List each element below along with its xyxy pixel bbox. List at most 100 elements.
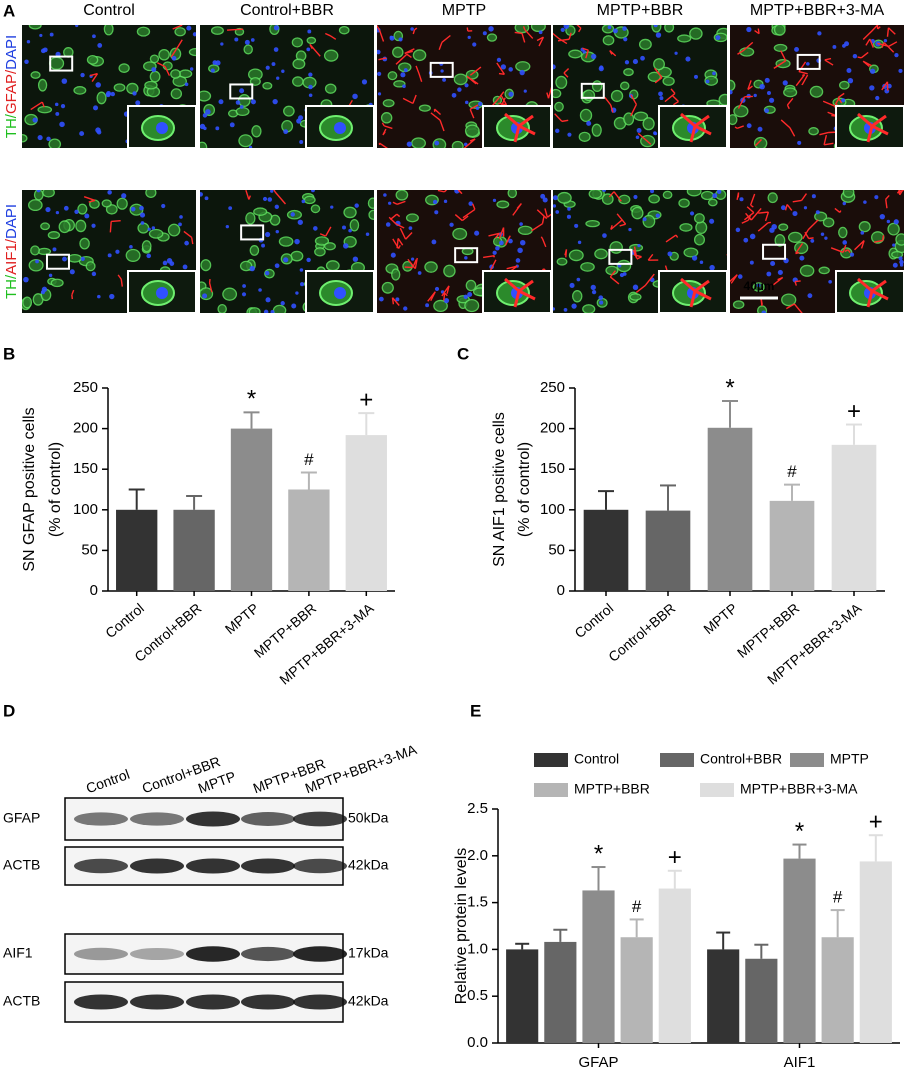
nucleus bbox=[642, 217, 647, 222]
cell bbox=[79, 237, 90, 250]
band bbox=[186, 946, 240, 962]
astrocyte bbox=[544, 208, 551, 218]
astrocyte bbox=[395, 53, 412, 65]
y-axis-label: SN AIF1 positive cells bbox=[491, 412, 508, 567]
nucleus bbox=[59, 121, 65, 128]
nucleus bbox=[766, 271, 772, 277]
nucleus bbox=[205, 109, 211, 115]
cell bbox=[693, 233, 706, 246]
astrocyte bbox=[404, 48, 415, 55]
legend-swatch bbox=[700, 783, 734, 797]
nucleus bbox=[48, 273, 53, 278]
band bbox=[293, 858, 347, 874]
astrocyte bbox=[745, 207, 762, 221]
cell bbox=[149, 70, 161, 83]
cell bbox=[411, 137, 426, 148]
nucleus bbox=[239, 88, 245, 94]
nucleus bbox=[294, 238, 300, 245]
nucleus bbox=[306, 257, 311, 263]
nucleus bbox=[151, 67, 157, 73]
nucleus bbox=[824, 236, 828, 240]
significance: + bbox=[847, 398, 861, 425]
nucleus bbox=[220, 42, 224, 46]
nucleus bbox=[569, 282, 575, 288]
nucleus bbox=[377, 49, 381, 55]
astrocyte bbox=[754, 28, 760, 35]
cell bbox=[580, 262, 595, 272]
nucleus bbox=[735, 227, 741, 233]
nucleus bbox=[443, 199, 448, 203]
y-tick-label: 200 bbox=[73, 420, 98, 437]
column-label: Control+BBR bbox=[240, 2, 334, 19]
nucleus bbox=[297, 219, 303, 225]
inset-astrocyte bbox=[504, 277, 536, 308]
astrocyte bbox=[437, 190, 448, 193]
astrocyte bbox=[632, 246, 638, 259]
cell bbox=[568, 49, 583, 59]
nucleus bbox=[770, 261, 776, 267]
astrocyte bbox=[854, 240, 865, 251]
cell bbox=[642, 214, 656, 228]
nucleus bbox=[743, 237, 749, 243]
significance: # bbox=[787, 462, 797, 481]
cell bbox=[125, 248, 141, 262]
cell bbox=[174, 27, 186, 37]
bar bbox=[831, 444, 877, 591]
nucleus bbox=[737, 274, 743, 279]
nucleus bbox=[130, 206, 136, 212]
nucleus bbox=[488, 26, 494, 32]
blot-name: GFAP bbox=[3, 810, 40, 826]
nucleus bbox=[659, 96, 664, 101]
nucleus bbox=[699, 260, 704, 265]
cell bbox=[775, 59, 791, 69]
astrocyte bbox=[319, 226, 332, 237]
cell bbox=[443, 264, 456, 278]
nucleus bbox=[110, 91, 115, 97]
nucleus bbox=[899, 263, 904, 267]
cell bbox=[773, 43, 788, 52]
astrocyte bbox=[749, 193, 756, 208]
nucleus bbox=[635, 135, 640, 139]
nucleus bbox=[792, 211, 798, 217]
bar bbox=[583, 509, 629, 591]
astrocyte bbox=[837, 92, 845, 104]
astrocyte bbox=[737, 95, 753, 109]
cell bbox=[323, 49, 339, 62]
y-axis-label: (% of control) bbox=[47, 442, 64, 537]
astrocyte bbox=[412, 27, 418, 35]
nucleus bbox=[55, 111, 60, 116]
cell bbox=[368, 209, 374, 220]
astrocyte bbox=[392, 200, 406, 205]
cell bbox=[591, 80, 603, 92]
nucleus bbox=[653, 25, 658, 28]
astrocyte bbox=[747, 80, 753, 91]
nucleus bbox=[274, 204, 279, 210]
nucleus bbox=[431, 239, 437, 245]
nucleus bbox=[62, 256, 67, 262]
cell bbox=[629, 293, 642, 301]
nucleus bbox=[674, 51, 678, 55]
nucleus bbox=[849, 252, 855, 257]
nucleus bbox=[685, 56, 691, 62]
cell bbox=[694, 213, 705, 224]
cell bbox=[464, 124, 480, 138]
nucleus bbox=[797, 140, 802, 145]
selection-box bbox=[49, 55, 74, 72]
nucleus bbox=[767, 91, 771, 95]
bar bbox=[769, 500, 815, 591]
nucleus bbox=[93, 105, 99, 111]
nucleus bbox=[636, 128, 642, 133]
nucleus bbox=[228, 206, 233, 211]
cell bbox=[605, 265, 619, 276]
nucleus bbox=[591, 290, 597, 295]
nucleus bbox=[632, 59, 638, 65]
x-tick-label: MPTP bbox=[700, 600, 740, 637]
astrocyte bbox=[798, 61, 808, 75]
astrocyte bbox=[483, 254, 496, 259]
cell bbox=[787, 231, 803, 243]
blot-size: 50kDa bbox=[348, 810, 389, 826]
nucleus bbox=[313, 226, 318, 231]
cell bbox=[591, 123, 602, 137]
nucleus bbox=[121, 193, 127, 199]
nucleus bbox=[23, 276, 29, 283]
